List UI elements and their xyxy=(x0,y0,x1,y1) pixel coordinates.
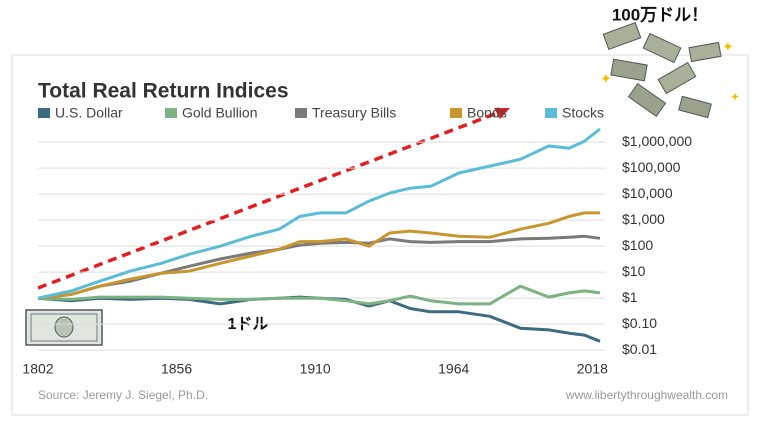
y-tick-label: $1,000 xyxy=(622,211,665,227)
legend-label: U.S. Dollar xyxy=(55,105,123,121)
y-tick-label: $1 xyxy=(622,289,638,305)
x-tick-label: 1964 xyxy=(438,361,469,377)
y-tick-label: $100 xyxy=(622,237,653,253)
x-tick-label: 1802 xyxy=(22,361,53,377)
legend-swatch xyxy=(450,108,462,118)
x-tick-label: 1910 xyxy=(300,361,331,377)
source: Source: Jeremy J. Siegel, Ph.D. xyxy=(38,388,208,402)
credit: www.libertythroughwealth.com xyxy=(565,388,728,402)
chart-title: Total Real Return Indices xyxy=(38,80,289,103)
dollar-bill xyxy=(25,309,103,346)
y-tick-label: $100,000 xyxy=(622,159,681,175)
annotation: 1ドル xyxy=(228,316,269,333)
legend-swatch xyxy=(165,108,177,118)
y-tick-label: $1,000,000 xyxy=(622,133,692,149)
annotation: 100万ドル！ xyxy=(612,5,708,24)
arrow-head xyxy=(494,108,510,119)
legend-label: Treasury Bills xyxy=(312,105,396,121)
y-tick-label: $0.01 xyxy=(622,341,657,357)
line-series xyxy=(37,127,601,300)
legend-label: Gold Bullion xyxy=(182,105,258,121)
svg-text:✦: ✦ xyxy=(600,71,612,87)
legend-label: Bonds xyxy=(467,105,507,121)
line-series xyxy=(37,284,601,306)
legend-swatch xyxy=(295,108,307,118)
trend-arrow xyxy=(37,110,501,290)
x-tick-label: 1856 xyxy=(161,361,192,377)
legend-swatch xyxy=(38,108,50,118)
y-tick-label: $10,000 xyxy=(622,185,673,201)
x-tick-label: 2018 xyxy=(577,361,608,377)
legend-label: Stocks xyxy=(562,105,604,121)
y-tick-label: $0.10 xyxy=(622,315,657,331)
money-icon: ✦ ✦ ✦ xyxy=(600,22,740,119)
y-tick-label: $10 xyxy=(622,263,646,279)
svg-text:✦: ✦ xyxy=(730,90,740,104)
grid xyxy=(38,141,605,351)
svg-text:✦: ✦ xyxy=(722,39,734,55)
panel xyxy=(11,54,749,416)
legend-swatch xyxy=(545,108,557,118)
line-series xyxy=(37,211,600,300)
